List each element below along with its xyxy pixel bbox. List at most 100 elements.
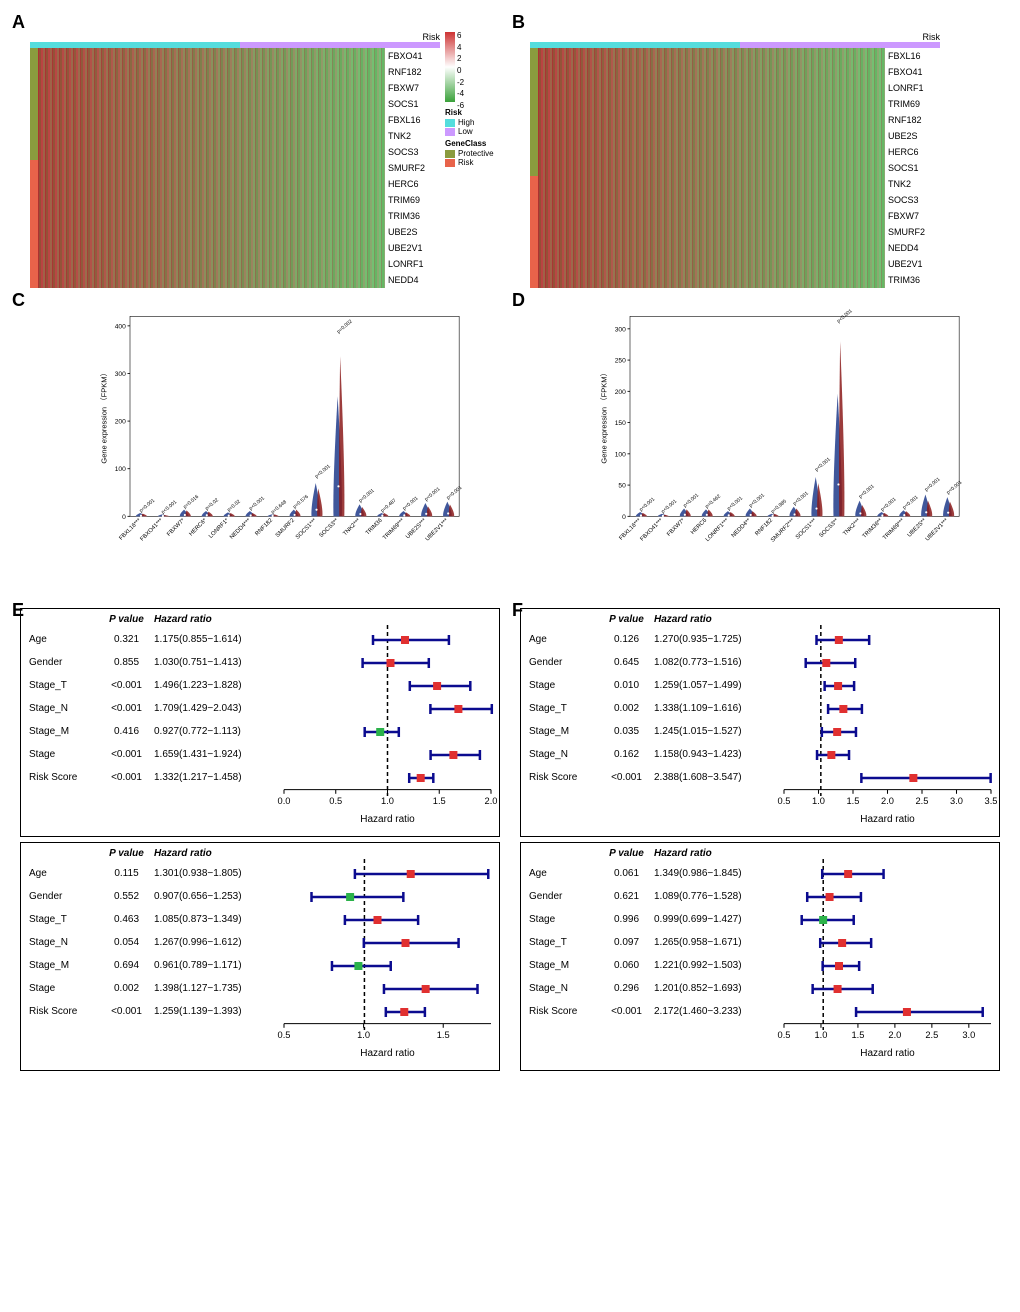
svg-text:NEDD4**: NEDD4** xyxy=(731,517,753,539)
forest-axis-label: Hazard ratio xyxy=(860,814,914,825)
forest-row: Age 0.115 1.301(0.938−1.805) xyxy=(29,862,491,885)
svg-text:0.0: 0.0 xyxy=(278,796,291,806)
svg-text:p<0.001: p<0.001 xyxy=(858,483,876,499)
svg-text:p<0.001: p<0.001 xyxy=(946,479,964,495)
forest-variable: Gender xyxy=(29,891,99,902)
svg-text:1.0: 1.0 xyxy=(812,796,825,806)
forest-pvalue: 0.002 xyxy=(599,703,654,714)
svg-text:p<0.001: p<0.001 xyxy=(880,496,898,512)
panel-C: C 0100200300400Gene expression （FPKM）p<0… xyxy=(10,288,510,598)
forest-row: Stage_M 0.694 0.961(0.789−1.171) xyxy=(29,954,491,977)
svg-text:LONRF1*: LONRF1* xyxy=(208,517,231,540)
forest-variable: Stage xyxy=(29,749,99,760)
forest-pvalue: 0.855 xyxy=(99,657,154,668)
forest-axis-label: Hazard ratio xyxy=(360,814,414,825)
forest-hr: 1.175(0.855−1.614) xyxy=(154,634,284,645)
svg-text:p<0.001: p<0.001 xyxy=(726,495,744,511)
forest-row: Gender 0.552 0.907(0.656−1.253) xyxy=(29,885,491,908)
svg-text:3.0: 3.0 xyxy=(962,1030,975,1040)
forest-pvalue: 0.060 xyxy=(599,960,654,971)
svg-text:p<0.001: p<0.001 xyxy=(160,499,178,515)
forest-hr: 1.030(0.751−1.413) xyxy=(154,657,284,668)
forest-pvalue: <0.001 xyxy=(99,772,154,783)
forest-variable: Stage_T xyxy=(29,680,99,691)
forest-row: Stage 0.002 1.398(1.127−1.735) xyxy=(29,977,491,1000)
forest-F1: P valueHazard ratio Age 0.126 1.270(0.93… xyxy=(520,608,1000,837)
svg-text:RNF182: RNF182 xyxy=(254,518,274,538)
forest-variable: Risk Score xyxy=(29,1006,99,1017)
forest-hr: 1.221(0.992−1.503) xyxy=(654,960,784,971)
svg-text:2.5: 2.5 xyxy=(925,1030,938,1040)
panel-A: A Risk FBXO41RNF182FBXW7SOCS1FBXL16TNK2S… xyxy=(10,10,510,288)
svg-text:50: 50 xyxy=(618,483,626,490)
svg-text:TRIM69***: TRIM69*** xyxy=(882,517,906,541)
svg-text:1.5: 1.5 xyxy=(433,796,446,806)
forest-row: Stage_M 0.060 1.221(0.992−1.503) xyxy=(529,954,991,977)
svg-text:p<0.001: p<0.001 xyxy=(402,495,420,511)
svg-text:SMURF2: SMURF2 xyxy=(275,518,296,539)
forest-row: Stage_N 0.054 1.267(0.996−1.612) xyxy=(29,931,491,954)
svg-text:0.5: 0.5 xyxy=(278,1030,291,1040)
forest-variable: Stage_M xyxy=(529,726,599,737)
forest-axis-label: Hazard ratio xyxy=(860,1048,914,1059)
forest-row: Stage_N 0.162 1.158(0.943−1.423) xyxy=(529,743,991,766)
forest-hr: 1.089(0.776−1.528) xyxy=(654,891,784,902)
svg-text:0.5: 0.5 xyxy=(778,796,791,806)
forest-E2: P valueHazard ratio Age 0.115 1.301(0.93… xyxy=(20,842,500,1071)
forest-pvalue: 0.002 xyxy=(99,983,154,994)
svg-text:p=0.648: p=0.648 xyxy=(270,499,288,515)
forest-pvalue: <0.001 xyxy=(599,1006,654,1017)
svg-text:TRIM69***: TRIM69*** xyxy=(382,517,406,541)
panel-D: D 050100150200250300Gene expression （FPK… xyxy=(510,288,1010,598)
forest-variable: Stage xyxy=(529,914,599,925)
svg-text:p=0.576: p=0.576 xyxy=(292,494,310,510)
heatmap-A: Risk FBXO41RNF182FBXW7SOCS1FBXL16TNK2SOC… xyxy=(10,10,510,288)
violin-C: 0100200300400Gene expression （FPKM）p<0.0… xyxy=(10,288,510,598)
forest-hr: 1.158(0.943−1.423) xyxy=(654,749,784,760)
forest-hr: 1.082(0.773−1.516) xyxy=(654,657,784,668)
svg-text:UBE2V1***: UBE2V1*** xyxy=(925,517,950,542)
forest-variable: Stage_N xyxy=(529,749,599,760)
forest-E: P valueHazard ratio Age 0.321 1.175(0.85… xyxy=(10,598,510,998)
forest-pvalue: 0.321 xyxy=(99,634,154,645)
forest-pvalue: 0.054 xyxy=(99,937,154,948)
svg-text:p=0.02: p=0.02 xyxy=(204,497,220,512)
forest-pvalue: 0.010 xyxy=(599,680,654,691)
svg-text:p<0.001: p<0.001 xyxy=(358,488,376,504)
forest-row: Stage <0.001 1.659(1.431−1.924) xyxy=(29,743,491,766)
forest-row: Age 0.061 1.349(0.986−1.845) xyxy=(529,862,991,885)
svg-text:UBE2S***: UBE2S*** xyxy=(405,517,428,540)
forest-pvalue: 0.061 xyxy=(599,868,654,879)
svg-text:FBXO41***: FBXO41*** xyxy=(639,517,664,542)
violin-D: 050100150200250300Gene expression （FPKM）… xyxy=(510,288,1010,598)
svg-text:Gene expression （FPKM）: Gene expression （FPKM） xyxy=(600,369,609,464)
svg-text:p<0.001: p<0.001 xyxy=(638,496,656,512)
svg-text:SOCS3**: SOCS3** xyxy=(318,517,340,539)
forest-axis-label: Hazard ratio xyxy=(360,1048,414,1059)
forest-variable: Stage_N xyxy=(29,937,99,948)
svg-text:SOCS3**: SOCS3** xyxy=(818,517,840,539)
forest-row: Stage_T 0.097 1.265(0.958−1.671) xyxy=(529,931,991,954)
panel-label-A: A xyxy=(12,12,25,33)
svg-text:200: 200 xyxy=(115,419,126,426)
forest-row: Risk Score <0.001 1.332(1.217−1.458) xyxy=(29,766,491,789)
forest-variable: Stage xyxy=(529,680,599,691)
svg-text:p<0.001: p<0.001 xyxy=(424,486,442,502)
forest-pvalue: <0.001 xyxy=(99,1006,154,1017)
forest-variable: Stage xyxy=(29,983,99,994)
forest-row: Stage 0.996 0.999(0.699−1.427) xyxy=(529,908,991,931)
forest-pvalue: 0.552 xyxy=(99,891,154,902)
forest-variable: Age xyxy=(529,868,599,879)
svg-text:FBXW7*: FBXW7* xyxy=(166,517,187,538)
svg-text:p<0.001: p<0.001 xyxy=(902,494,920,510)
forest-pvalue: <0.001 xyxy=(99,749,154,760)
forest-variable: Gender xyxy=(29,657,99,668)
svg-text:p<0.001: p<0.001 xyxy=(660,498,678,514)
forest-pvalue: 0.645 xyxy=(599,657,654,668)
forest-row: Age 0.321 1.175(0.855−1.614) xyxy=(29,628,491,651)
figure-grid: A Risk FBXO41RNF182FBXW7SOCS1FBXL16TNK2S… xyxy=(10,10,1010,998)
forest-variable: Risk Score xyxy=(29,772,99,783)
panel-label-F: F xyxy=(512,600,523,621)
svg-text:1.5: 1.5 xyxy=(851,1030,864,1040)
forest-variable: Age xyxy=(29,868,99,879)
